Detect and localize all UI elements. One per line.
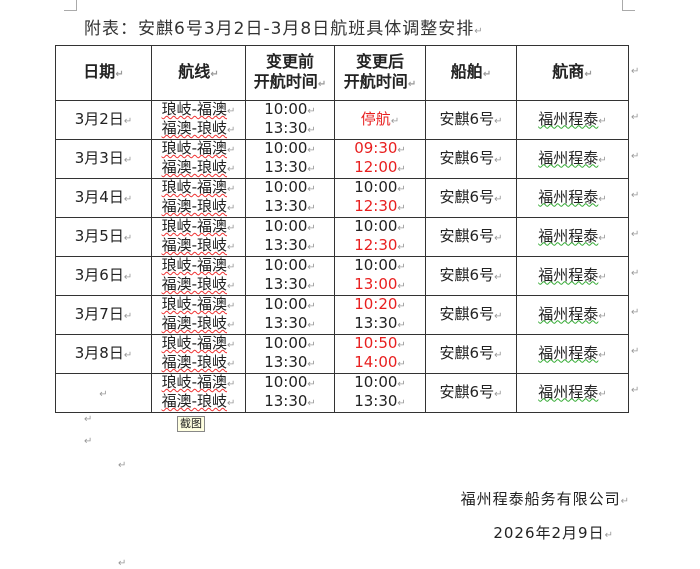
row-end-mark: ↵: [631, 112, 640, 123]
route-cell: 琅岐-福澳↵ 福澳-琅岐↵: [151, 178, 246, 218]
date-cell: ↵: [55, 373, 152, 413]
ship-cell: 安麒6号↵: [425, 100, 517, 140]
before-time-cell: 10:00↵ 13:30↵: [245, 100, 335, 140]
route: 琅岐-福澳: [161, 178, 228, 196]
ship-cell: 安麒6号↵: [425, 295, 517, 335]
date-cell: 3月7日↵: [55, 295, 152, 335]
route-cell: 琅岐-福澳↵ 福澳-琅岐↵: [151, 373, 246, 413]
after-time-cell: 10:00↵ 13:00↵: [334, 256, 426, 296]
row-end-mark: ↵: [631, 66, 640, 77]
margin-corner-right: [622, 0, 635, 11]
row-end-mark: ↵: [631, 385, 640, 396]
date-cell: 3月2日↵: [55, 100, 152, 140]
route-cell: 琅岐-福澳↵ 福澳-琅岐↵: [151, 295, 246, 335]
route: 福澳-琅岐: [161, 236, 228, 254]
company-cell: 福州程泰↵: [516, 295, 629, 335]
route: 琅岐-福澳: [161, 217, 228, 235]
route: 福澳-琅岐: [161, 314, 228, 332]
row-end-mark: ↵: [631, 229, 640, 240]
paragraph-mark: ↵: [118, 558, 127, 569]
company-cell: 福州程泰↵: [516, 256, 629, 296]
company-cell: 福州程泰↵: [516, 334, 629, 374]
route: 福澳-琅岐: [161, 353, 228, 371]
date-cell: 3月6日↵: [55, 256, 152, 296]
screenshot-tooltip: 截图: [177, 416, 205, 432]
after-time-cell: 10:00↵ 12:30↵: [334, 217, 426, 257]
header-row: 日期↵ 航线↵ 变更前 开航时间↵ 变更后 开航时间↵ 船舶↵ 航商↵: [55, 45, 629, 101]
route: 琅岐-福澳: [161, 139, 228, 157]
ship-cell: 安麒6号↵: [425, 334, 517, 374]
company-cell: 福州程泰↵: [516, 139, 629, 179]
table-row: 3月8日↵ 琅岐-福澳↵ 福澳-琅岐↵ 10:00↵ 13:30↵ 10:50↵ 14:00…: [55, 334, 629, 374]
before-time-cell: 10:00↵ 13:30↵: [245, 295, 335, 335]
after-time-cell: 停航↵: [334, 100, 426, 140]
company-cell: 福州程泰↵: [516, 217, 629, 257]
date-cell: 3月3日↵: [55, 139, 152, 179]
paragraph-mark: ↵: [84, 414, 93, 425]
table-row: 3月2日↵ 琅岐-福澳↵ 福澳-琅岐↵ 10:00↵ 13:30↵ 停航↵ 安麒6号↵ 福州程…: [55, 100, 629, 140]
route: 琅岐-福澳: [161, 373, 228, 391]
date-cell: 3月4日↵: [55, 178, 152, 218]
route: 福澳-琅岐: [161, 158, 228, 176]
before-time-cell: 10:00↵ 13:30↵: [245, 139, 335, 179]
route-cell: 琅岐-福澳↵ 福澳-琅岐↵: [151, 256, 246, 296]
date-cell: 3月5日↵: [55, 217, 152, 257]
company-cell: 福州程泰↵: [516, 100, 629, 140]
column-header: 船舶↵: [425, 45, 517, 101]
table-row: 3月5日↵ 琅岐-福澳↵ 福澳-琅岐↵ 10:00↵ 13:30↵ 10:00↵ 12:30…: [55, 217, 629, 257]
route: 琅岐-福澳: [161, 256, 228, 274]
footer-date: 2026年2月9日↵: [493, 524, 614, 542]
row-end-mark: ↵: [631, 268, 640, 279]
schedule-table: 日期↵ 航线↵ 变更前 开航时间↵ 变更后 开航时间↵ 船舶↵ 航商↵ 3月2日↵ 琅岐-福澳↵…: [55, 45, 629, 413]
after-time-cell: 09:30↵ 12:00↵: [334, 139, 426, 179]
ship-cell: 安麒6号↵: [425, 256, 517, 296]
margin-corner-left: [64, 0, 77, 11]
table-row: 3月4日↵ 琅岐-福澳↵ 福澳-琅岐↵ 10:00↵ 13:30↵ 10:00↵ 12:30…: [55, 178, 629, 218]
table-row: 3月7日↵ 琅岐-福澳↵ 福澳-琅岐↵ 10:00↵ 13:30↵ 10:20↵ 13:30…: [55, 295, 629, 335]
route: 福澳-琅岐: [161, 392, 228, 410]
before-time-cell: 10:00↵ 13:30↵: [245, 334, 335, 374]
before-time-cell: 10:00↵ 13:30↵: [245, 178, 335, 218]
column-header: 航线↵: [151, 45, 246, 101]
ship-cell: 安麒6号↵: [425, 178, 517, 218]
route: 琅岐-福澳: [161, 334, 228, 352]
table-row: ↵ 琅岐-福澳↵ 福澳-琅岐↵ 10:00↵ 13:30↵ 10:00↵ 13:30↵ 安麒6…: [55, 373, 629, 413]
row-end-mark: ↵: [631, 346, 640, 357]
route-cell: 琅岐-福澳↵ 福澳-琅岐↵: [151, 100, 246, 140]
row-end-mark: ↵: [631, 307, 640, 318]
column-header: 变更后 开航时间↵: [334, 45, 426, 101]
route-cell: 琅岐-福澳↵ 福澳-琅岐↵: [151, 139, 246, 179]
route-cell: 琅岐-福澳↵ 福澳-琅岐↵: [151, 334, 246, 374]
route: 福澳-琅岐: [161, 119, 228, 137]
company-cell: 福州程泰↵: [516, 178, 629, 218]
route: 福澳-琅岐: [161, 275, 228, 293]
paragraph-mark: ↵: [118, 460, 127, 471]
column-header: 航商↵: [516, 45, 629, 101]
before-time-cell: 10:00↵ 13:30↵: [245, 373, 335, 413]
ship-cell: 安麒6号↵: [425, 373, 517, 413]
page-title: 附表：安麒6号3月2日-3月8日航班具体调整安排↵: [84, 19, 484, 39]
before-time-cell: 10:00↵ 13:30↵: [245, 217, 335, 257]
ship-cell: 安麒6号↵: [425, 217, 517, 257]
route: 琅岐-福澳: [161, 100, 228, 118]
date-cell: 3月8日↵: [55, 334, 152, 374]
footer-company: 福州程泰船务有限公司↵: [460, 490, 630, 508]
column-header: 变更前 开航时间↵: [245, 45, 335, 101]
ship-cell: 安麒6号↵: [425, 139, 517, 179]
table-row: 3月6日↵ 琅岐-福澳↵ 福澳-琅岐↵ 10:00↵ 13:30↵ 10:00↵ 13:00…: [55, 256, 629, 296]
row-end-mark: ↵: [631, 190, 640, 201]
company-cell: 福州程泰↵: [516, 373, 629, 413]
route: 福澳-琅岐: [161, 197, 228, 215]
route-cell: 琅岐-福澳↵ 福澳-琅岐↵: [151, 217, 246, 257]
route: 琅岐-福澳: [161, 295, 228, 313]
after-time-cell: 10:50↵ 14:00↵: [334, 334, 426, 374]
after-time-cell: 10:00↵ 12:30↵: [334, 178, 426, 218]
row-end-mark: ↵: [631, 151, 640, 162]
before-time-cell: 10:00↵ 13:30↵: [245, 256, 335, 296]
paragraph-mark: ↵: [84, 436, 93, 447]
after-time-cell: 10:00↵ 13:30↵: [334, 373, 426, 413]
table-row: 3月3日↵ 琅岐-福澳↵ 福澳-琅岐↵ 10:00↵ 13:30↵ 09:30↵ 12:00…: [55, 139, 629, 179]
column-header: 日期↵: [55, 45, 152, 101]
after-time-cell: 10:20↵ 13:30↵: [334, 295, 426, 335]
